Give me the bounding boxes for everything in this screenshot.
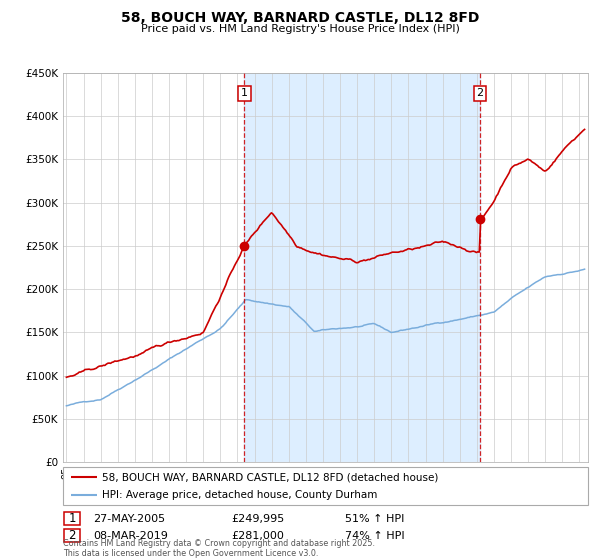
Text: 08-MAR-2019: 08-MAR-2019 xyxy=(93,531,168,541)
Text: 58, BOUCH WAY, BARNARD CASTLE, DL12 8FD: 58, BOUCH WAY, BARNARD CASTLE, DL12 8FD xyxy=(121,11,479,25)
Text: £281,000: £281,000 xyxy=(231,531,284,541)
Text: 2: 2 xyxy=(68,529,76,543)
Text: HPI: Average price, detached house, County Durham: HPI: Average price, detached house, Coun… xyxy=(103,490,378,500)
FancyBboxPatch shape xyxy=(64,529,80,543)
Text: 1: 1 xyxy=(68,512,76,525)
Text: Contains HM Land Registry data © Crown copyright and database right 2025.
This d: Contains HM Land Registry data © Crown c… xyxy=(63,539,375,558)
Text: Price paid vs. HM Land Registry's House Price Index (HPI): Price paid vs. HM Land Registry's House … xyxy=(140,24,460,34)
FancyBboxPatch shape xyxy=(64,512,80,525)
Text: 51% ↑ HPI: 51% ↑ HPI xyxy=(345,514,404,524)
Text: £249,995: £249,995 xyxy=(231,514,284,524)
FancyBboxPatch shape xyxy=(63,467,588,505)
Text: 1: 1 xyxy=(241,88,248,99)
Text: 27-MAY-2005: 27-MAY-2005 xyxy=(93,514,165,524)
Text: 74% ↑ HPI: 74% ↑ HPI xyxy=(345,531,404,541)
Text: 58, BOUCH WAY, BARNARD CASTLE, DL12 8FD (detached house): 58, BOUCH WAY, BARNARD CASTLE, DL12 8FD … xyxy=(103,472,439,482)
Bar xyxy=(244,73,480,462)
Text: 2: 2 xyxy=(476,88,484,99)
